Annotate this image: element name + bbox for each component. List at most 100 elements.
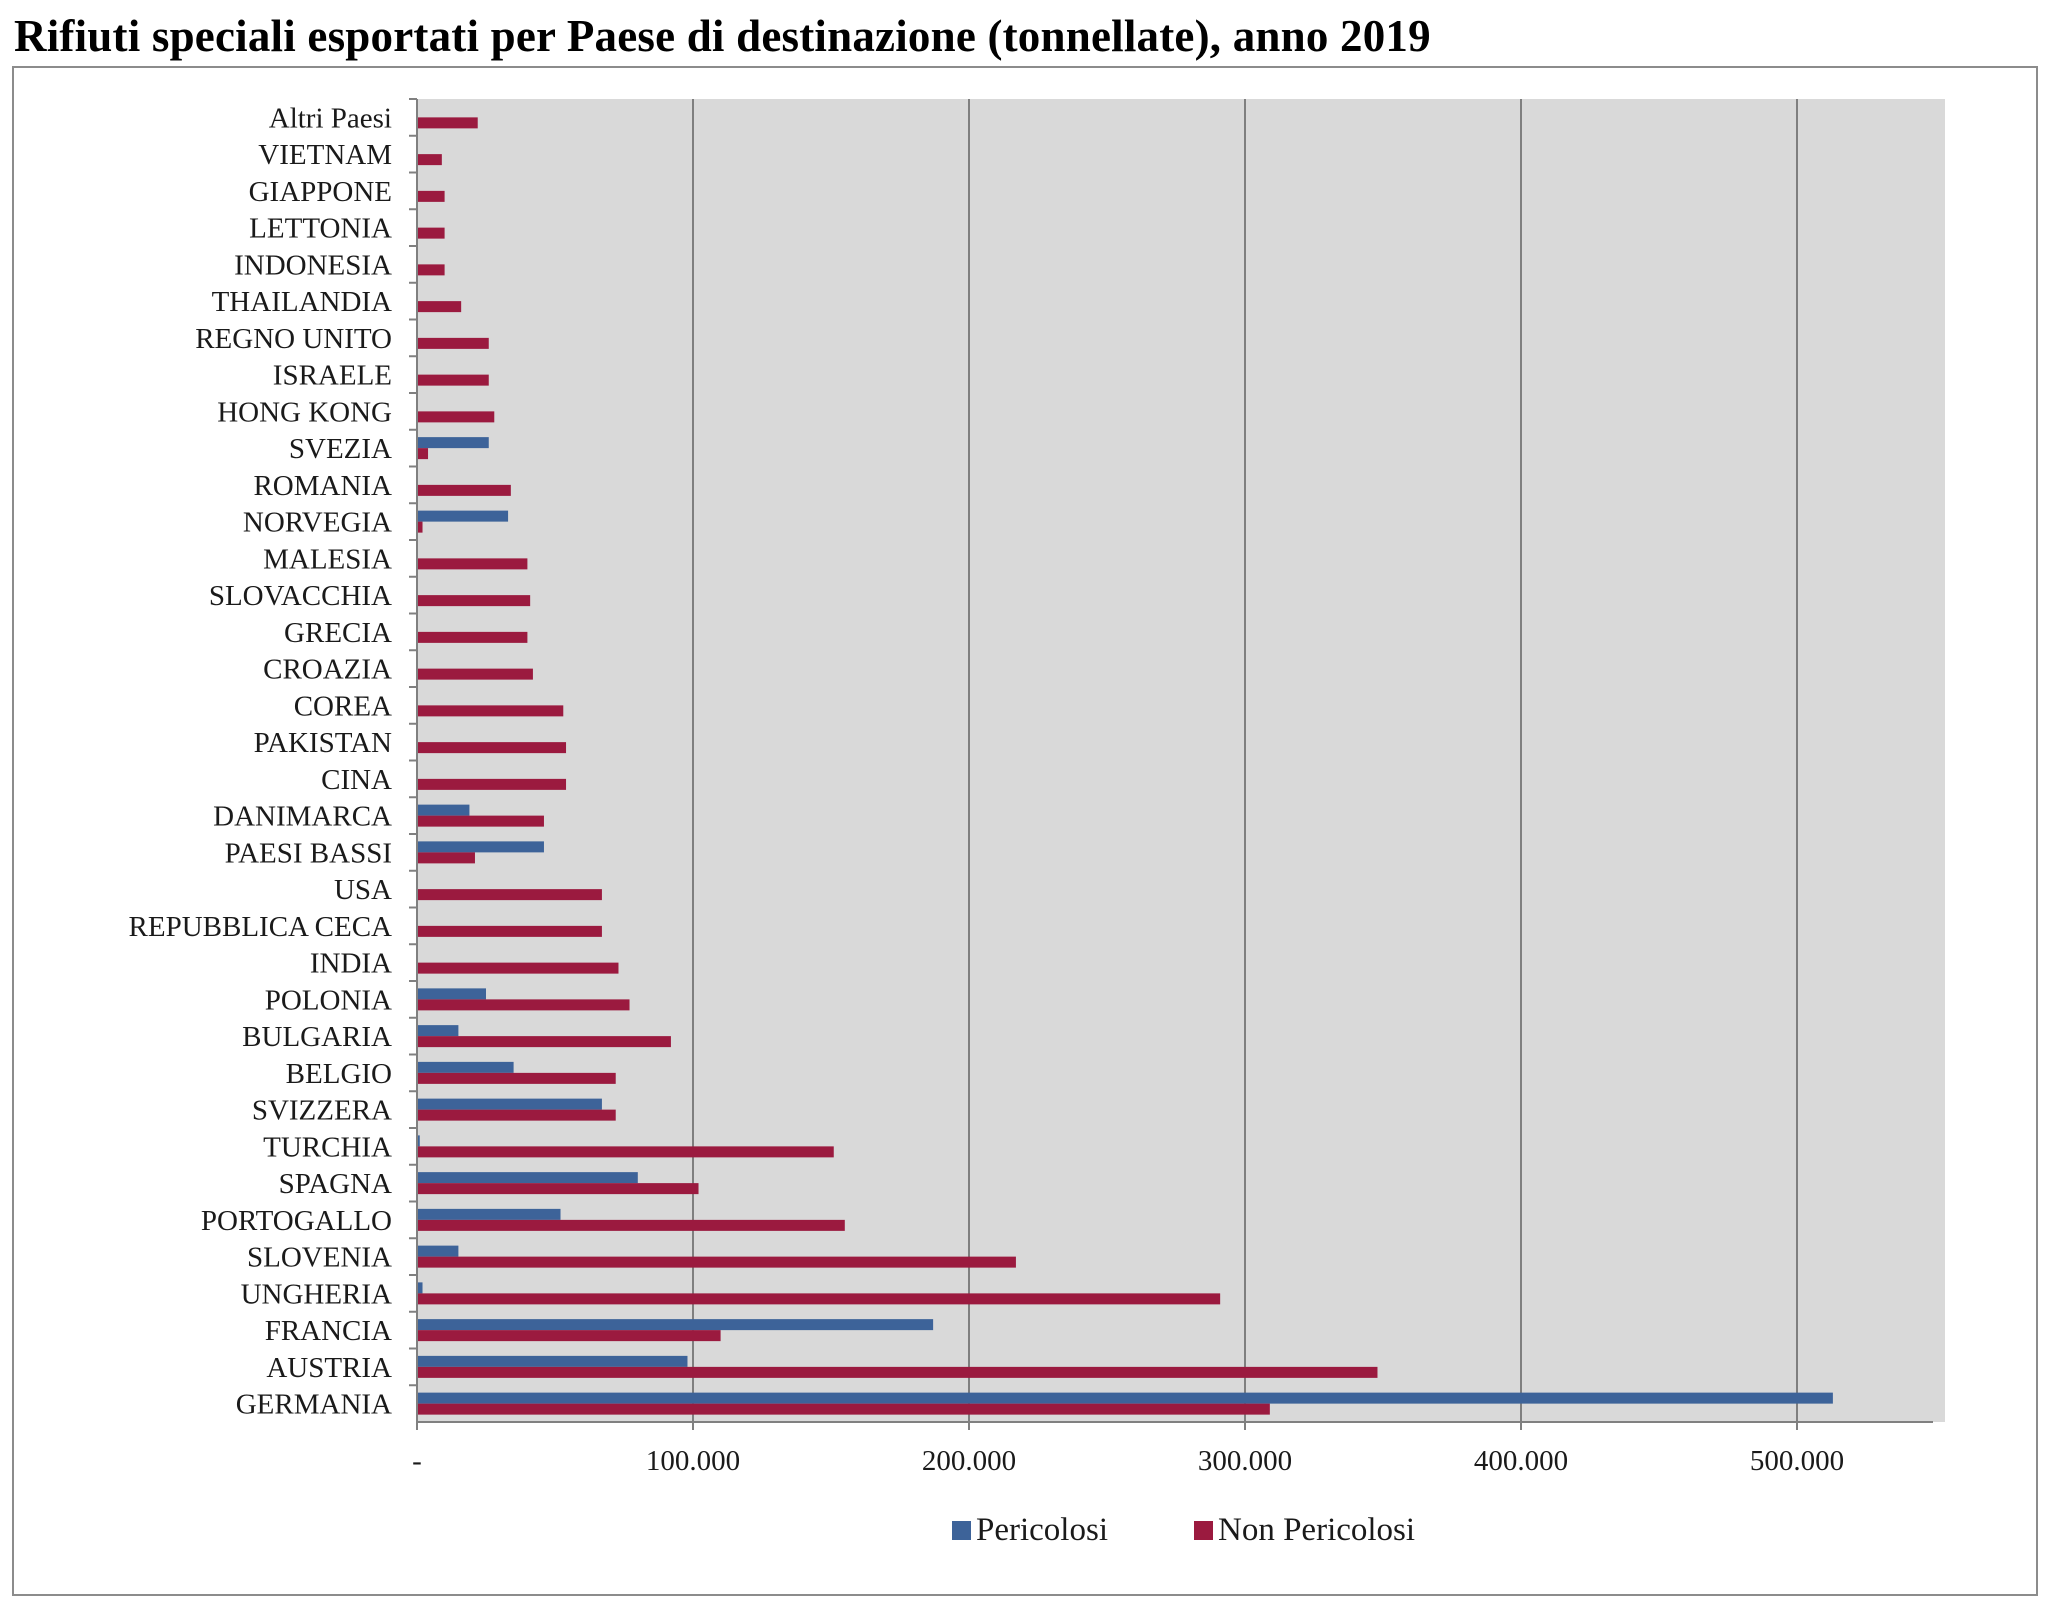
- legend-label-non-pericolosi: Non Pericolosi: [1218, 1512, 1415, 1548]
- bar-non-pericolosi: [417, 190, 445, 202]
- bar-non-pericolosi: [417, 154, 442, 166]
- bar-non-pericolosi: [417, 227, 445, 239]
- bar-non-pericolosi: [417, 815, 544, 827]
- category-label: NORVEGIA: [243, 507, 392, 539]
- bar-pericolosi: [417, 1245, 459, 1257]
- category-label: INDONESIA: [234, 249, 392, 281]
- category-label: SLOVENIA: [247, 1242, 392, 1274]
- legend-label-pericolosi: Pericolosi: [976, 1512, 1108, 1548]
- chart-frame: Altri Paesi VIETNAM GIAPPONE LETTONIA INDONE…: [12, 66, 2038, 1596]
- bar-pericolosi: [417, 1098, 602, 1110]
- bar-non-pericolosi: [417, 1219, 845, 1231]
- bar-non-pericolosi: [417, 484, 511, 496]
- category-label: PORTOGALLO: [201, 1205, 392, 1237]
- legend-swatch-pericolosi: [952, 1521, 971, 1540]
- category-label: UNGHERIA: [241, 1278, 392, 1310]
- category-label: SVIZZERA: [252, 1095, 392, 1127]
- bar-non-pericolosi: [417, 1036, 671, 1048]
- bar-non-pericolosi: [417, 889, 602, 901]
- category-label: REGNO UNITO: [195, 323, 392, 355]
- bar-pericolosi: [417, 1355, 688, 1367]
- bar-pericolosi: [417, 1282, 423, 1294]
- category-label: GRECIA: [284, 617, 392, 649]
- category-label: GERMANIA: [236, 1389, 392, 1421]
- category-label: INDIA: [310, 948, 392, 980]
- bar-non-pericolosi: [417, 1256, 1016, 1268]
- x-tick-label: 500.000: [1750, 1445, 1844, 1477]
- category-label: USA: [334, 874, 392, 906]
- bar-non-pericolosi: [417, 448, 429, 460]
- bar-pericolosi: [417, 1208, 561, 1220]
- category-label: TURCHIA: [263, 1131, 392, 1163]
- bar-pericolosi: [417, 1172, 638, 1184]
- x-tick-label: -: [412, 1445, 422, 1477]
- bar-pericolosi: [417, 1061, 514, 1073]
- bar-non-pericolosi: [417, 1330, 721, 1342]
- category-label: BULGARIA: [242, 1021, 392, 1053]
- category-label: PAKISTAN: [254, 727, 392, 759]
- category-label: CROAZIA: [263, 654, 392, 686]
- x-tick-label: 200.000: [922, 1445, 1016, 1477]
- bar-non-pericolosi: [417, 668, 533, 680]
- bar-pericolosi: [417, 1319, 934, 1331]
- x-tick-label: 400.000: [1474, 1445, 1568, 1477]
- bar-non-pericolosi: [417, 778, 567, 790]
- bar-non-pericolosi: [417, 1109, 616, 1121]
- bar-non-pericolosi: [417, 1072, 616, 1084]
- category-labels: Altri Paesi VIETNAM GIAPPONE LETTONIA INDONE…: [129, 102, 393, 1420]
- bar-pericolosi: [417, 1392, 1833, 1404]
- bar-non-pericolosi: [417, 962, 619, 974]
- category-label: FRANCIA: [265, 1315, 392, 1347]
- category-label: SLOVACCHIA: [209, 580, 392, 612]
- bar-pericolosi: [417, 841, 544, 853]
- bar-non-pericolosi: [417, 595, 531, 607]
- category-label: DANIMARCA: [213, 801, 392, 833]
- bar-pericolosi: [417, 804, 470, 816]
- category-label: MALESIA: [263, 543, 392, 575]
- category-label: COREA: [294, 690, 392, 722]
- bar-non-pericolosi: [417, 411, 495, 423]
- category-label: VIETNAM: [258, 139, 392, 171]
- bar-non-pericolosi: [417, 742, 567, 754]
- category-label: CINA: [321, 764, 392, 796]
- bar-non-pericolosi: [417, 117, 478, 129]
- category-label: THAILANDIA: [212, 286, 392, 318]
- category-label: PAESI BASSI: [225, 837, 392, 869]
- bar-non-pericolosi: [417, 521, 423, 533]
- category-label: POLONIA: [265, 984, 392, 1016]
- bar-pericolosi: [417, 510, 509, 522]
- bar-pericolosi: [417, 437, 489, 449]
- category-label: GIAPPONE: [249, 176, 392, 208]
- bar-non-pericolosi: [417, 374, 489, 386]
- bar-non-pericolosi: [417, 852, 475, 864]
- category-label: ROMANIA: [253, 470, 392, 502]
- bar-non-pericolosi: [417, 999, 630, 1011]
- category-label: LETTONIA: [249, 213, 392, 245]
- bar-non-pericolosi: [417, 1183, 699, 1195]
- bar-pericolosi: [417, 1135, 420, 1147]
- category-label: ISRAELE: [273, 360, 392, 392]
- bar-non-pericolosi: [417, 631, 528, 643]
- bar-non-pericolosi: [417, 301, 462, 313]
- x-tick-label: 100.000: [646, 1445, 740, 1477]
- bar-non-pericolosi: [417, 1293, 1221, 1305]
- bar-non-pericolosi: [417, 1146, 834, 1158]
- x-tick-labels: - 100.000 200.000 300.000 400.000 500.000: [412, 1445, 1844, 1477]
- category-label: BELGIO: [286, 1058, 392, 1090]
- bar-non-pericolosi: [417, 558, 528, 570]
- axes: [416, 99, 1933, 1423]
- category-label: SVEZIA: [289, 433, 392, 465]
- category-label: AUSTRIA: [266, 1352, 392, 1384]
- bar-non-pericolosi: [417, 705, 564, 717]
- bar-non-pericolosi: [417, 925, 602, 937]
- bar-pericolosi: [417, 1025, 459, 1037]
- bar-non-pericolosi: [417, 337, 489, 349]
- category-label: SPAGNA: [279, 1168, 392, 1200]
- legend: Pericolosi Non Pericolosi: [952, 1512, 1415, 1548]
- bar-chart: Altri Paesi VIETNAM GIAPPONE LETTONIA INDONE…: [129, 98, 1945, 1548]
- plot-area-background: [417, 99, 1945, 1422]
- category-label: Altri Paesi: [269, 102, 392, 134]
- gridlines: [409, 98, 1798, 1430]
- category-label: HONG KONG: [217, 396, 392, 428]
- bar-non-pericolosi: [417, 1366, 1378, 1378]
